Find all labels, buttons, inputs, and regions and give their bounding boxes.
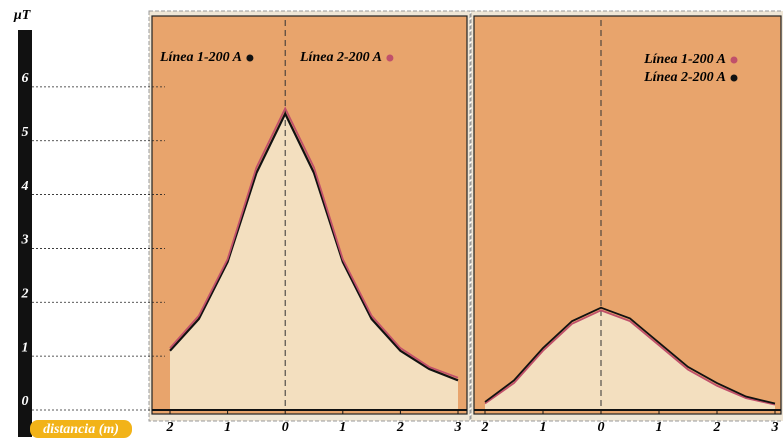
y-tick-label: 2 xyxy=(21,287,29,302)
x-tick-label: 1 xyxy=(656,420,663,435)
x-tick-label: 2 xyxy=(396,420,404,435)
area-under-curve xyxy=(485,310,775,410)
legend-marker xyxy=(730,74,738,82)
x-tick-label: 2 xyxy=(481,420,489,435)
x-tick-label: 0 xyxy=(598,420,605,435)
series-line xyxy=(484,309,776,406)
y-tick-label: 3 xyxy=(21,233,29,248)
x-tick-label: 3 xyxy=(454,420,462,435)
y-axis-bar xyxy=(18,30,32,437)
series-line xyxy=(484,306,776,405)
legend-label: Línea 2-200 A xyxy=(643,70,726,85)
x-tick-label: 1 xyxy=(224,420,231,435)
legend-label: Línea 1-200 A xyxy=(159,50,242,65)
x-tick-label: 2 xyxy=(713,420,721,435)
legend-label: Línea 1-200 A xyxy=(643,52,726,67)
legend-label: Línea 2-200 A xyxy=(299,50,382,65)
series-line xyxy=(169,106,459,379)
legend-marker xyxy=(246,54,254,62)
x-tick-label: 1 xyxy=(540,420,547,435)
x-tick-label: 3 xyxy=(771,420,779,435)
x-tick-label: 0 xyxy=(282,420,289,435)
y-tick-label: 5 xyxy=(22,125,29,140)
series-line xyxy=(169,111,459,382)
x-tick-label: 2 xyxy=(166,420,174,435)
x-tick-label: 1 xyxy=(339,420,346,435)
y-axis-label: µT xyxy=(13,8,32,23)
y-tick-label: 4 xyxy=(21,179,29,194)
y-tick-label: 0 xyxy=(22,394,29,409)
x-label-box xyxy=(30,420,132,438)
legend-marker xyxy=(386,54,394,62)
y-tick-label: 6 xyxy=(22,71,29,86)
x-axis-label: distancia (m) xyxy=(43,422,119,437)
legend-marker xyxy=(730,56,738,64)
y-tick-label: 1 xyxy=(22,340,29,355)
